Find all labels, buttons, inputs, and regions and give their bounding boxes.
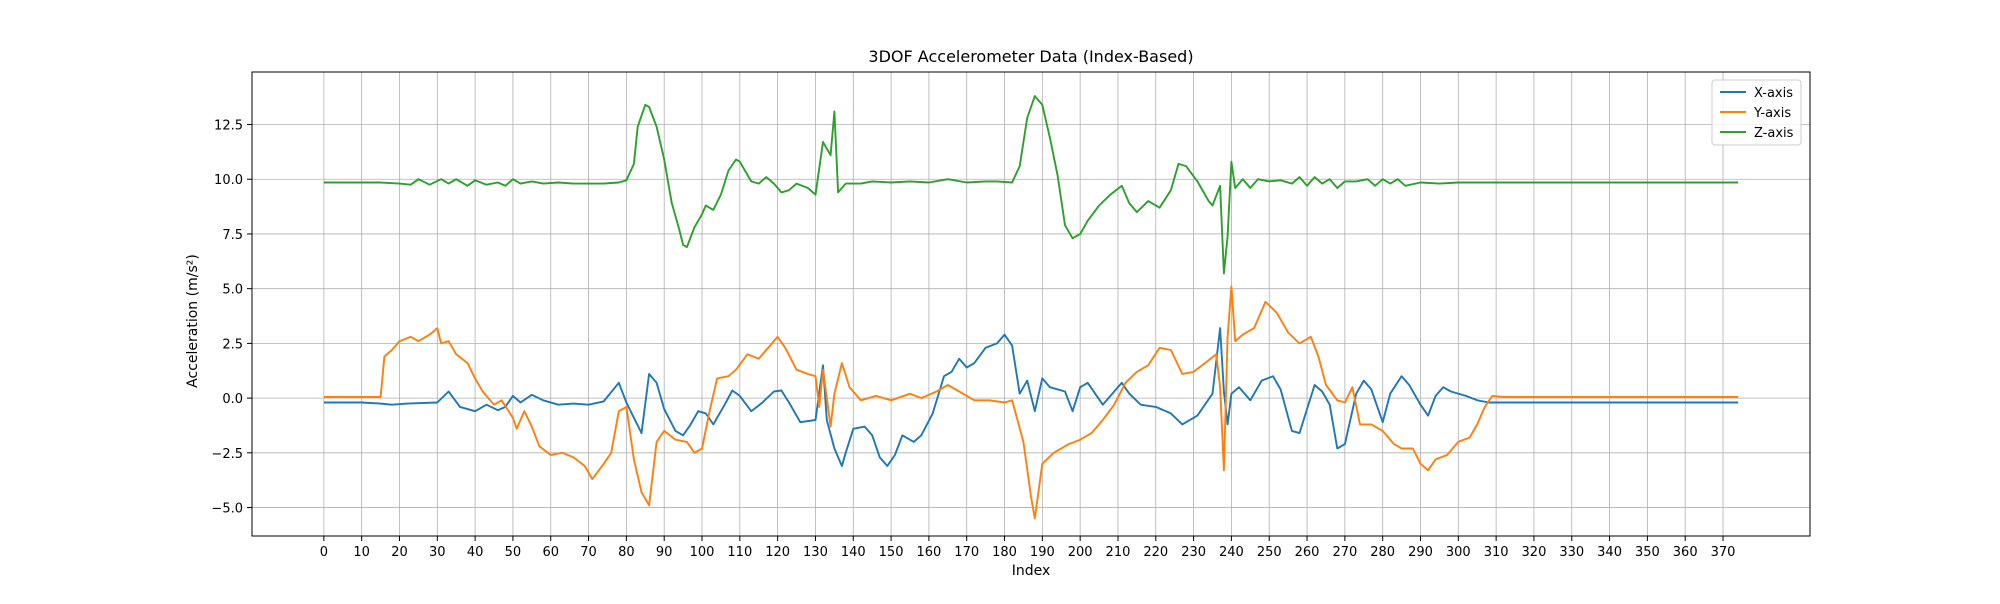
y-tick-label: 2.5 [222,337,243,352]
x-tick-label: 280 [1370,545,1395,560]
legend-box [1711,79,1802,146]
x-tick-label: 130 [803,545,828,560]
x-tick-label: 220 [1143,545,1168,560]
grid-lines [252,72,1810,536]
x-tick-label: 80 [618,545,635,560]
y-tick-label: 5.0 [222,283,243,298]
x-tick-label: 180 [992,545,1017,560]
x-tick-label: 170 [954,545,979,560]
y-tick-label: 7.5 [222,228,243,243]
series-line-x-axis [323,327,1739,467]
y-axis-label: Acceleration (m/s²) [185,254,201,388]
x-tick-label: 340 [1597,545,1622,560]
x-tick-label: 100 [690,545,715,560]
plot-frame [251,71,1811,537]
x-tick-label: 110 [727,545,752,560]
y-tick-label: 10.0 [214,173,243,188]
legend: X-axis Y-axis Z-axis [1711,79,1802,146]
legend-label: Z-axis [1754,126,1794,141]
x-axis-ticks: 0 10 20 30 40 50 60 70 80 90 100 110 120 130 140 150 160… [320,536,1736,560]
x-tick-label: 230 [1181,545,1206,560]
chart-title: 3DOF Accelerometer Data (Index-Based) [868,47,1193,66]
series-lines [323,95,1739,520]
x-tick-label: 190 [1030,545,1055,560]
x-tick-label: 210 [1106,545,1131,560]
x-tick-label: 360 [1673,545,1698,560]
legend-label: Y-axis [1753,106,1791,121]
x-tick-label: 90 [656,545,673,560]
x-tick-label: 10 [353,545,370,560]
x-tick-label: 30 [429,545,446,560]
x-tick-label: 200 [1068,545,1093,560]
x-tick-label: 350 [1635,545,1660,560]
x-tick-label: 300 [1446,545,1471,560]
series-line-y-axis [323,285,1739,520]
x-axis-label: Index [1012,563,1051,579]
y-tick-label: −2.5 [211,447,243,462]
x-tick-label: 60 [542,545,559,560]
x-tick-label: 0 [320,545,328,560]
series-line-z-axis [323,95,1739,275]
x-tick-label: 20 [391,545,408,560]
x-tick-label: 140 [841,545,866,560]
x-tick-label: 250 [1257,545,1282,560]
legend-label: X-axis [1754,86,1793,101]
x-tick-label: 40 [467,545,484,560]
x-tick-label: 320 [1522,545,1547,560]
x-tick-label: 50 [505,545,522,560]
x-tick-label: 370 [1711,545,1736,560]
y-tick-label: 0.0 [222,392,243,407]
x-tick-label: 290 [1408,545,1433,560]
x-tick-label: 270 [1332,545,1357,560]
y-tick-label: −5.0 [211,502,243,517]
x-tick-label: 160 [916,545,941,560]
x-tick-label: 310 [1484,545,1509,560]
x-tick-label: 260 [1295,545,1320,560]
x-tick-label: 330 [1559,545,1584,560]
x-tick-label: 150 [879,545,904,560]
x-tick-label: 120 [765,545,790,560]
y-tick-label: 12.5 [214,119,243,134]
y-axis-ticks: −5.0 −2.5 0.0 2.5 5.0 7.5 10.0 12.5 [211,119,252,517]
x-tick-label: 70 [580,545,597,560]
x-tick-label: 240 [1219,545,1244,560]
